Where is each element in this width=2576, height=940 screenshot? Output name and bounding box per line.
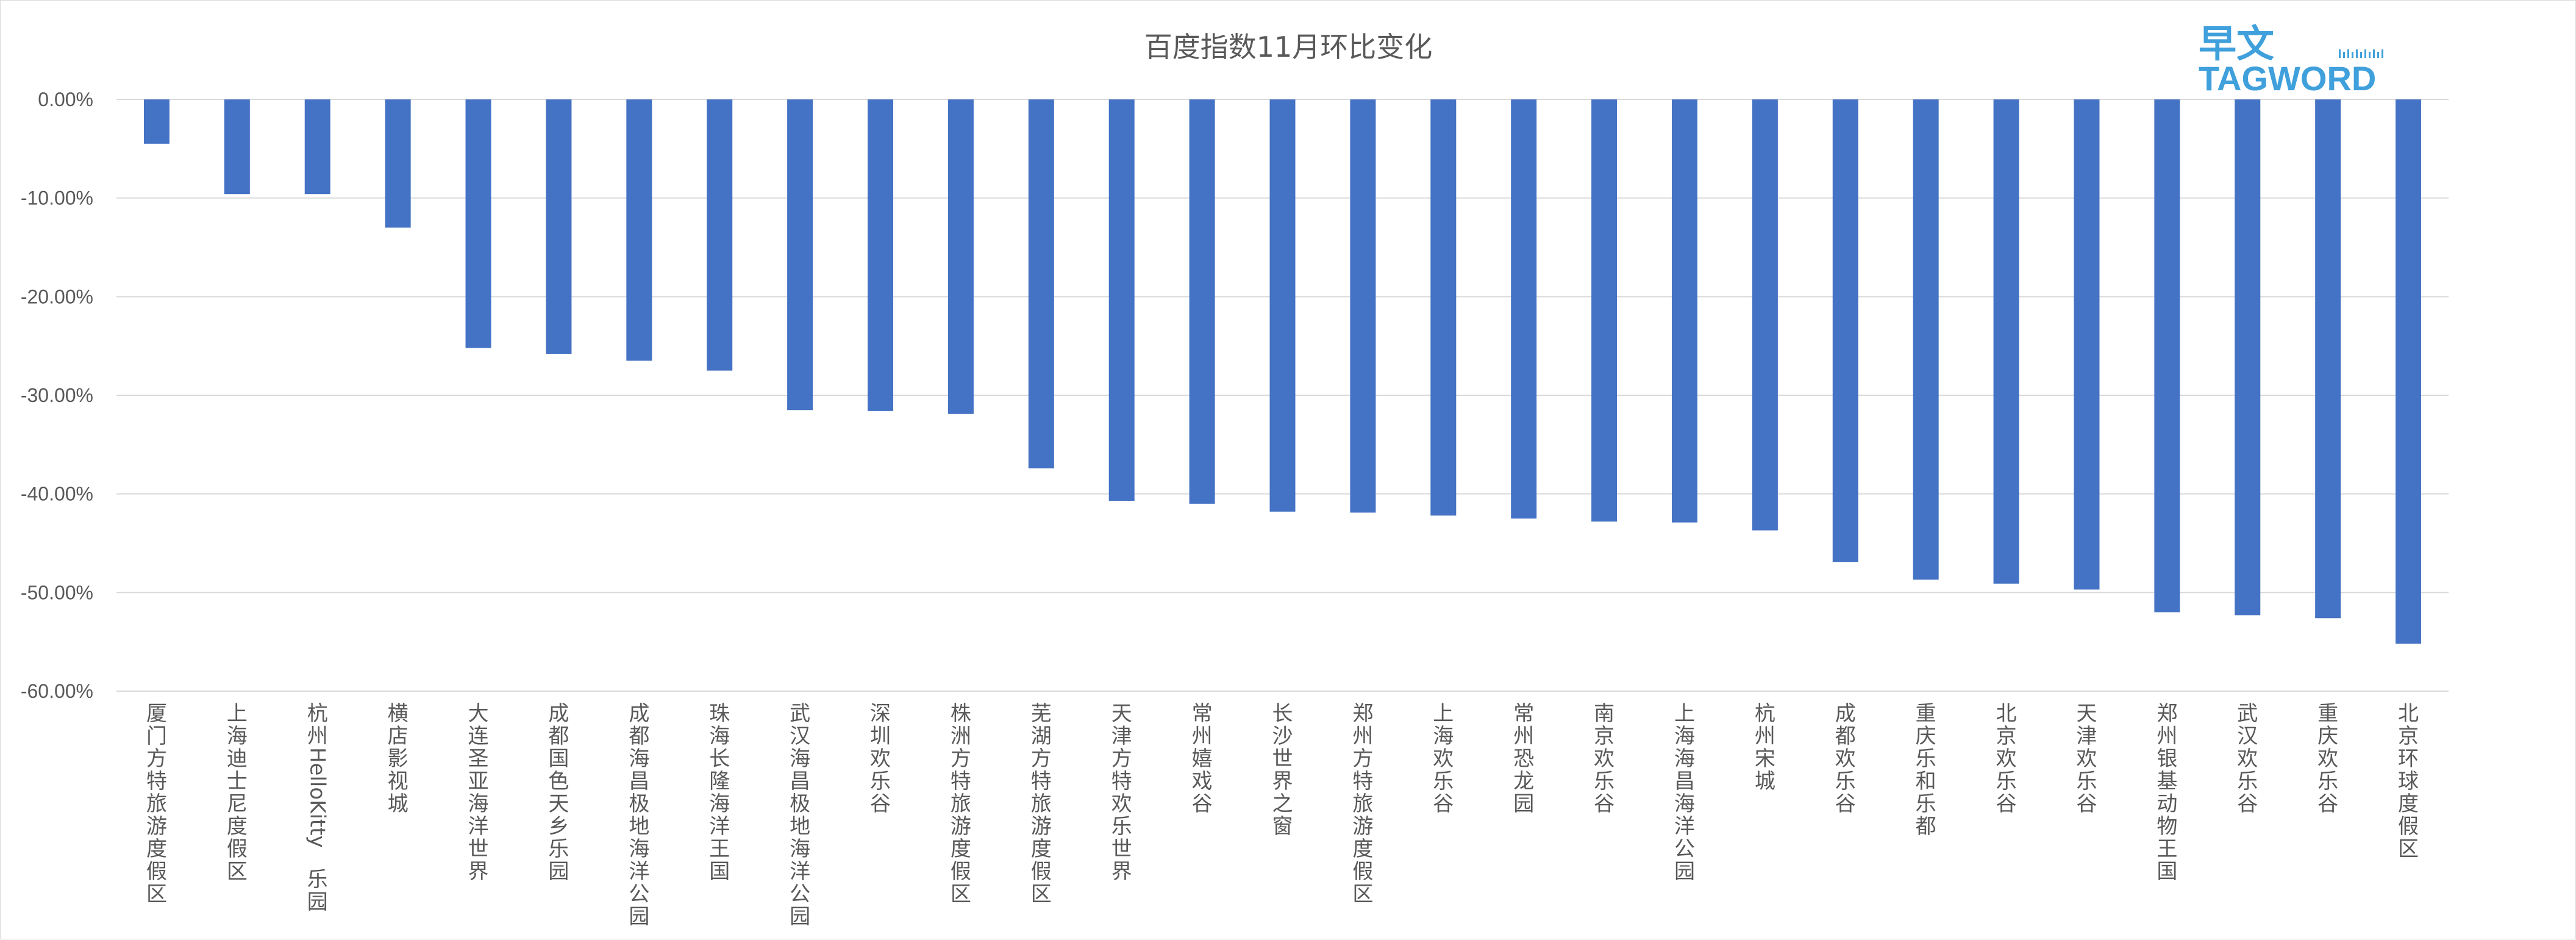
bar bbox=[1269, 99, 1296, 512]
bar bbox=[1028, 99, 1054, 468]
x-tick-label: 重庆乐和乐都 bbox=[1916, 701, 1936, 839]
logo-dot bbox=[2382, 49, 2383, 58]
y-tick-label: -10.00% bbox=[21, 187, 93, 209]
logo-dot bbox=[2347, 49, 2349, 58]
x-tick-label: 北京环球度假区 bbox=[2398, 701, 2419, 861]
x-tick-label: 常州恐龙园 bbox=[1513, 701, 1534, 816]
bar bbox=[1189, 99, 1215, 504]
x-tick-label: 成都欢乐谷 bbox=[1835, 701, 1856, 816]
x-tick-label: 上海海昌海洋公园 bbox=[1674, 701, 1695, 884]
x-tick-label-latin: HelloKitty bbox=[305, 747, 330, 848]
bar bbox=[2154, 99, 2180, 612]
bar bbox=[2315, 99, 2341, 619]
x-tick-label: 北京欢乐谷 bbox=[1996, 701, 2017, 816]
bar bbox=[2074, 99, 2100, 590]
bar bbox=[947, 99, 974, 414]
bar bbox=[304, 99, 330, 195]
bar bbox=[1108, 99, 1135, 501]
y-tick-label: 0.00% bbox=[38, 88, 93, 110]
x-tick-label: 常州嬉戏谷 bbox=[1192, 701, 1213, 816]
x-tick-label: 成都海昌极地海洋公园 bbox=[629, 701, 649, 929]
bar bbox=[1591, 99, 1618, 522]
x-tick-label: 上海迪士尼度假区 bbox=[227, 701, 248, 884]
x-tick-label: 芜湖方特旅游度假区 bbox=[1031, 701, 1052, 906]
y-tick-label: -60.00% bbox=[21, 680, 93, 702]
bar bbox=[626, 99, 652, 361]
logo-dot bbox=[2373, 49, 2375, 58]
x-tick-label: 横店影视城 bbox=[388, 701, 409, 816]
bar bbox=[1752, 99, 1778, 531]
x-tick-label: 珠海长隆海洋王国 bbox=[709, 701, 730, 884]
logo-dot bbox=[2352, 52, 2353, 58]
logo-dot bbox=[2343, 52, 2345, 58]
x-tick-label: 郑州银基动物王国 bbox=[2157, 701, 2177, 884]
bar bbox=[1511, 99, 1537, 519]
bar bbox=[1913, 99, 1939, 580]
logo-decoration bbox=[2339, 49, 2383, 58]
bar bbox=[385, 99, 411, 228]
bar bbox=[143, 99, 169, 144]
y-axis-ticks: 0.00% -10.00% -20.00% -30.00% -40.00% -50.00%… bbox=[21, 88, 93, 702]
logo-chinese-text: 早文 bbox=[2199, 21, 2274, 66]
y-tick-label: -20.00% bbox=[21, 285, 93, 307]
logo-dot bbox=[2360, 52, 2362, 58]
bar bbox=[787, 99, 813, 411]
x-tick-label: 深圳欢乐谷 bbox=[870, 701, 891, 816]
bar bbox=[707, 99, 733, 371]
logo-dot bbox=[2369, 52, 2371, 58]
tagword-logo: 早文 TAGWORD bbox=[2199, 21, 2383, 98]
logo-dot bbox=[2377, 52, 2379, 58]
y-tick-label: -40.00% bbox=[21, 483, 93, 505]
logo-dot bbox=[2339, 49, 2341, 58]
x-tick-label: 株洲方特旅游度假区 bbox=[951, 701, 971, 906]
x-tick-label: 大连圣亚海洋世界 bbox=[468, 701, 489, 884]
x-tick-label: 天津欢乐谷 bbox=[2076, 701, 2097, 816]
bar bbox=[2396, 99, 2422, 644]
x-tick-label: 成都国色天乡乐园 bbox=[548, 701, 569, 884]
bar bbox=[465, 99, 491, 348]
bar bbox=[1430, 99, 1457, 516]
logo-english-text: TAGWORD bbox=[2199, 59, 2376, 98]
bar bbox=[1832, 99, 1858, 562]
bar bbox=[1671, 99, 1697, 523]
x-tick-label: 郑州方特旅游度假区 bbox=[1352, 701, 1373, 906]
bar bbox=[2235, 99, 2261, 615]
x-tick-label: 武汉海昌极地海洋公园 bbox=[790, 701, 810, 929]
bar bbox=[868, 99, 894, 411]
x-tick-label: 杭州乐园 bbox=[307, 701, 328, 914]
bar bbox=[224, 99, 250, 195]
chart-title: 百度指数11月环比变化 bbox=[1144, 30, 1433, 63]
x-tick-label: 长沙世界之窗 bbox=[1272, 701, 1293, 839]
x-tick-label: 厦门方特旅游度假区 bbox=[146, 701, 167, 906]
bar bbox=[1993, 99, 2019, 584]
x-tick-label: 南京欢乐谷 bbox=[1594, 701, 1614, 816]
bar bbox=[546, 99, 572, 354]
x-tick-label: 重庆欢乐谷 bbox=[2317, 701, 2338, 816]
logo-dot bbox=[2356, 49, 2358, 58]
bar bbox=[1350, 99, 1376, 513]
x-tick-label: 上海欢乐谷 bbox=[1433, 701, 1454, 816]
bars bbox=[143, 99, 2422, 644]
y-tick-label: -50.00% bbox=[21, 581, 93, 603]
y-tick-label: -30.00% bbox=[21, 384, 93, 406]
logo-dot bbox=[2364, 49, 2366, 58]
x-tick-label: 天津方特欢乐世界 bbox=[1111, 701, 1132, 884]
x-tick-label: 杭州宋城 bbox=[1755, 701, 1775, 794]
x-tick-label: 武汉欢乐谷 bbox=[2237, 701, 2258, 816]
